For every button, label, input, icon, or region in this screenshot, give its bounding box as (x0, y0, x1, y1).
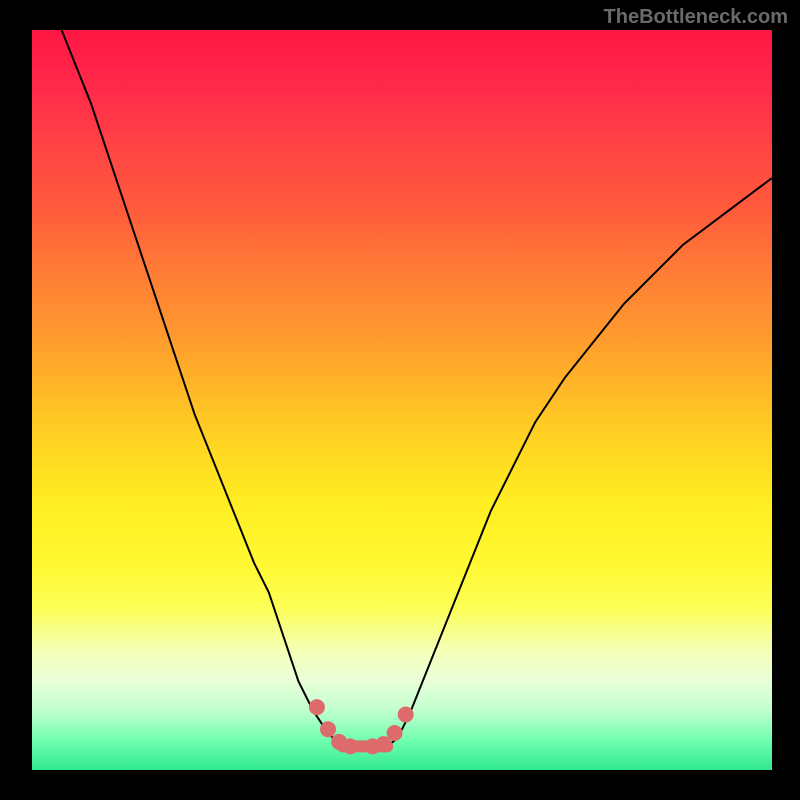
watermark-text: TheBottleneck.com (604, 6, 788, 29)
trough-marker (342, 738, 358, 754)
trough-marker (320, 721, 336, 737)
plot-background (32, 30, 772, 770)
trough-marker (387, 725, 403, 741)
chart-svg (0, 0, 800, 800)
bottleneck-chart (0, 0, 800, 800)
trough-marker (398, 707, 414, 723)
trough-marker (309, 699, 325, 715)
